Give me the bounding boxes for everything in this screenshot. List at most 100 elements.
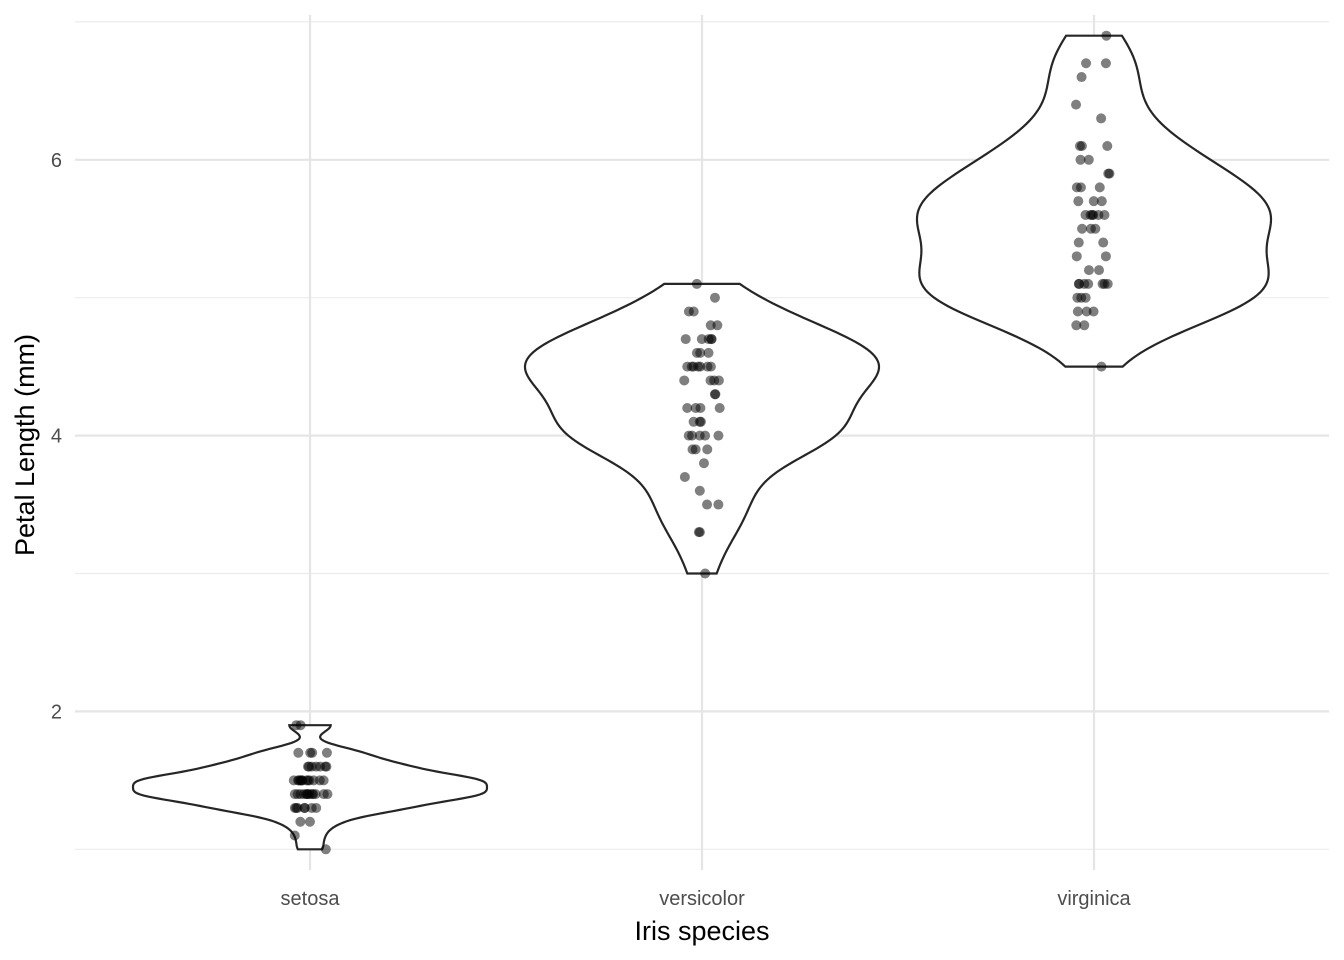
violin-setosa [131, 724, 489, 851]
data-point-virginica [1094, 265, 1105, 276]
data-point-setosa [318, 789, 329, 800]
data-point-setosa [321, 747, 332, 758]
data-point-versicolor [696, 334, 707, 345]
data-point-versicolor [700, 430, 711, 441]
data-point-versicolor [688, 416, 699, 427]
data-point-versicolor [703, 334, 714, 345]
data-point-virginica [1083, 265, 1094, 276]
data-point-virginica [1083, 278, 1094, 289]
data-point-setosa [310, 789, 321, 800]
data-point-virginica [1071, 251, 1082, 262]
data-point-virginica [1073, 237, 1084, 248]
data-point-virginica [1074, 141, 1085, 152]
data-point-virginica [1102, 278, 1113, 289]
x-tick-label: virginica [1057, 888, 1131, 910]
data-point-virginica [1077, 223, 1088, 234]
data-point-versicolor [698, 458, 709, 469]
data-point-virginica [1076, 72, 1087, 83]
data-point-versicolor [710, 389, 721, 400]
data-point-virginica [1073, 196, 1084, 207]
data-point-virginica [1075, 154, 1086, 165]
y-tick-labels: 2 4 6 [51, 150, 62, 724]
data-point-virginica [1087, 209, 1098, 220]
y-tick-label: 2 [51, 701, 62, 723]
data-point-virginica [1098, 237, 1109, 248]
data-point-setosa [293, 747, 304, 758]
data-point-virginica [1104, 168, 1115, 179]
data-point-versicolor [695, 416, 706, 427]
data-point-versicolor [713, 430, 724, 441]
data-point-virginica [1075, 182, 1086, 193]
point-layer [288, 30, 1115, 855]
data-point-versicolor [679, 375, 690, 386]
data-point-virginica [1074, 278, 1085, 289]
x-tick-label: setosa [281, 888, 341, 910]
data-point-versicolor [688, 306, 699, 317]
data-point-versicolor [680, 334, 691, 345]
data-point-versicolor [702, 499, 713, 510]
data-point-versicolor [713, 499, 724, 510]
data-point-virginica [1071, 320, 1082, 331]
data-point-virginica [1096, 361, 1107, 372]
data-point-setosa [307, 747, 318, 758]
data-point-versicolor [713, 375, 724, 386]
data-point-versicolor [709, 292, 720, 303]
data-point-setosa [289, 802, 300, 813]
data-point-versicolor [702, 444, 713, 455]
data-point-setosa [295, 720, 306, 731]
violin-versicolor [523, 282, 881, 575]
data-point-setosa [320, 761, 331, 772]
data-point-virginica [1071, 99, 1082, 110]
data-point-versicolor [690, 444, 701, 455]
data-point-versicolor [705, 361, 716, 372]
data-point-virginica [1081, 58, 1092, 69]
data-point-versicolor [691, 278, 702, 289]
data-point-versicolor [691, 347, 702, 358]
data-point-virginica [1080, 292, 1091, 303]
data-point-virginica [1085, 223, 1096, 234]
data-point-virginica [1083, 154, 1094, 165]
data-point-versicolor [694, 485, 705, 496]
data-point-virginica [1094, 182, 1105, 193]
data-point-virginica [1102, 141, 1113, 152]
data-point-virginica [1096, 113, 1107, 124]
data-point-virginica [1096, 196, 1107, 207]
data-point-versicolor [679, 471, 690, 482]
data-point-setosa [304, 816, 315, 827]
data-point-versicolor [705, 375, 716, 386]
x-tick-label: versicolor [659, 888, 745, 910]
y-tick-label: 6 [51, 150, 62, 172]
data-point-versicolor [712, 320, 723, 331]
data-point-virginica [1088, 306, 1099, 317]
data-point-setosa [299, 802, 310, 813]
data-point-setosa [320, 844, 331, 855]
data-point-versicolor [694, 527, 705, 538]
x-axis-title: Iris species [634, 916, 769, 946]
data-point-versicolor [683, 430, 694, 441]
data-point-versicolor [700, 568, 711, 579]
x-tick-labels: setosa versicolor virginica [281, 888, 1132, 910]
data-point-virginica [1088, 196, 1099, 207]
data-point-setosa [301, 789, 312, 800]
data-point-setosa [306, 802, 317, 813]
data-point-versicolor [714, 403, 725, 414]
data-point-setosa [303, 761, 314, 772]
data-point-versicolor [695, 403, 706, 414]
data-point-versicolor [703, 347, 714, 358]
y-axis-title: Petal Length (mm) [10, 334, 40, 556]
data-point-setosa [289, 830, 300, 841]
data-point-setosa [311, 761, 322, 772]
data-point-versicolor [682, 403, 693, 414]
y-tick-label: 4 [51, 426, 62, 448]
data-point-virginica [1079, 320, 1090, 331]
data-point-virginica [1072, 306, 1083, 317]
data-point-virginica [1101, 30, 1112, 41]
data-point-virginica [1081, 306, 1092, 317]
data-point-virginica [1100, 58, 1111, 69]
data-point-versicolor [693, 361, 704, 372]
data-point-setosa [293, 775, 304, 786]
data-point-setosa [308, 775, 319, 786]
data-point-virginica [1100, 251, 1111, 262]
data-point-setosa [295, 816, 306, 827]
